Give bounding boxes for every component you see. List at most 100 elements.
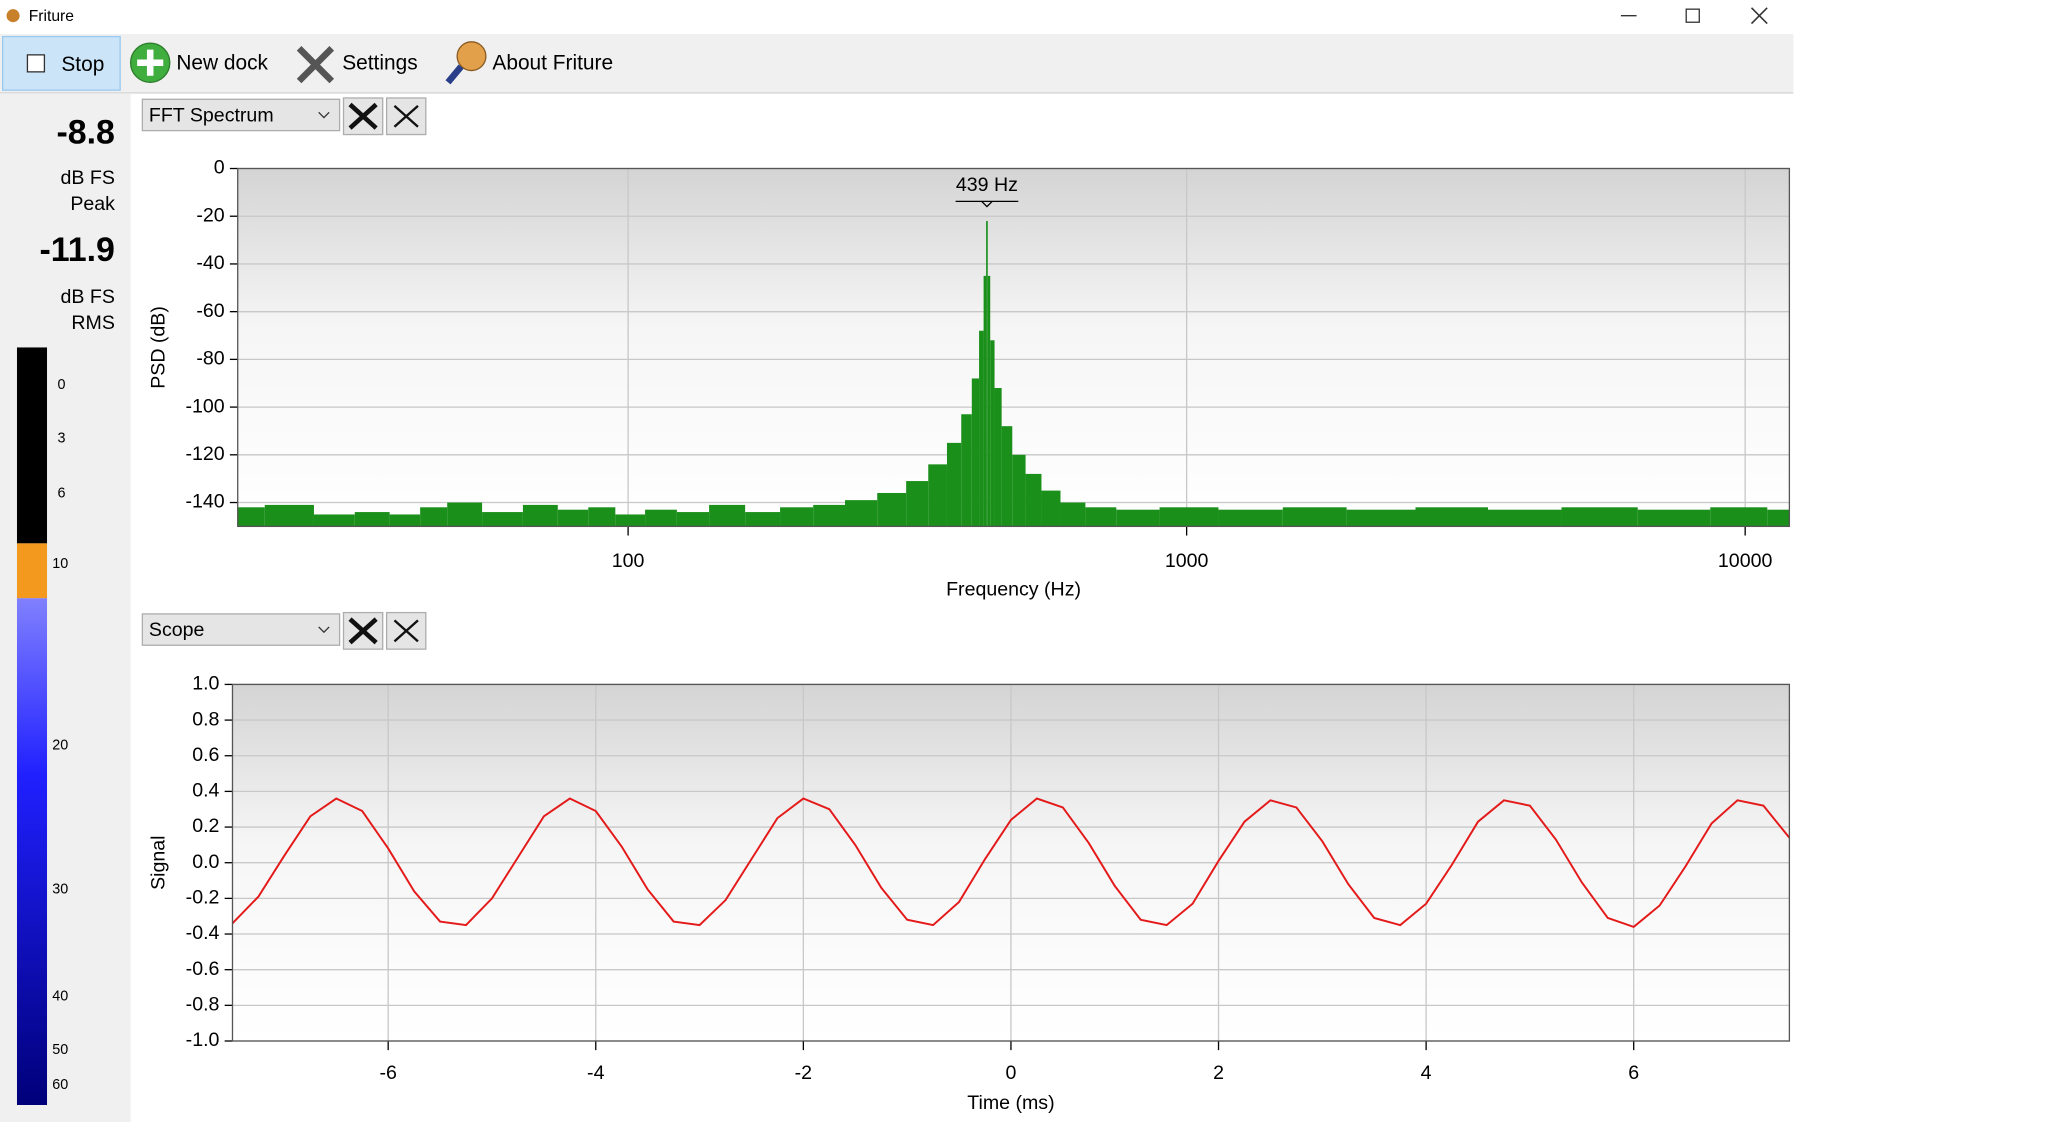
spectrum-bar [845, 500, 878, 527]
rms-label: RMS [71, 312, 115, 334]
plus-sign [137, 49, 164, 76]
x-axis-label: Time (ms) [967, 1092, 1054, 1114]
dock-selector[interactable] [141, 98, 341, 132]
spectrum-bar [1085, 507, 1117, 527]
close-icon [393, 104, 419, 128]
spectrum-bar [264, 504, 314, 527]
spectrum-bar [990, 340, 995, 527]
restore-button[interactable] [1685, 8, 1700, 23]
spectrum-bar [1001, 426, 1013, 527]
spectrum-bar [1159, 507, 1219, 527]
x-axis-label: Frequency (Hz) [946, 579, 1081, 601]
peak-level: -8.8 [56, 114, 114, 152]
x-tick-label: 100 [612, 550, 645, 572]
window-title: Friture [29, 8, 75, 25]
plot: 0 -20 -40 -60 -80 -100 -120 -140 100 1000 10000 439… [148, 157, 1791, 601]
stop-label[interactable]: Stop [61, 53, 104, 76]
plot-frame [231, 683, 1791, 1042]
close-button[interactable] [1750, 7, 1768, 25]
title-bar [0, 0, 1794, 34]
dock-close-button[interactable] [385, 611, 427, 650]
spectrum-bar [237, 507, 265, 527]
spectrum-bar [994, 388, 1002, 527]
meter-tick: 6 [57, 486, 65, 502]
y-tick-label: -40 [196, 252, 224, 274]
y-tick-label: 0.6 [192, 744, 219, 766]
meter-tick: 30 [52, 881, 68, 897]
x-tick-label: 2 [1213, 1062, 1224, 1084]
spectrum-bar [1767, 509, 1790, 527]
spectrum-bar [1041, 490, 1061, 527]
x-tick-label: 0 [1005, 1062, 1016, 1084]
y-tick-label: -1.0 [186, 1029, 220, 1051]
meter-tick: 40 [52, 988, 68, 1004]
meter-tick: 10 [52, 556, 68, 572]
x-tick-label: -6 [379, 1062, 397, 1084]
y-axis-label: Signal [148, 835, 170, 889]
y-tick-label: 0 [214, 157, 225, 179]
peak-label: Peak [70, 193, 115, 215]
spectrum-bar [1710, 507, 1768, 527]
about-label[interactable]: About Friture [492, 52, 613, 75]
app-icon [6, 9, 20, 23]
meter-tick: 20 [52, 738, 68, 754]
spectrum-bar [877, 492, 907, 527]
spectrum-bar [1218, 509, 1283, 527]
y-tick-label: -0.2 [186, 887, 220, 909]
stop-checkbox[interactable] [26, 54, 46, 73]
plot-frame [237, 167, 1791, 528]
y-axis-label: PSD (dB) [148, 306, 170, 389]
peak-marker [955, 200, 1019, 208]
spectrum-bar [745, 512, 781, 527]
scope-dock: Scope [141, 611, 427, 650]
stop-button[interactable] [1, 35, 121, 91]
meter-scale: 0 3 6 10 20 30 40 50 60 [52, 377, 68, 1093]
y-tick-label: 1.0 [192, 673, 219, 695]
meter-blue [16, 598, 48, 1105]
signal-line [231, 797, 1791, 929]
dock-settings-button[interactable] [342, 97, 384, 136]
x-tick-label: -2 [795, 1062, 812, 1084]
new-dock-label[interactable]: New dock [176, 52, 268, 75]
y-tick-label: 0.0 [192, 851, 219, 873]
close-icon [393, 619, 419, 643]
spectrum-bar [1561, 507, 1638, 527]
meter-orange [16, 543, 48, 599]
spectrum-bar [645, 509, 677, 527]
spectrum-bar [971, 378, 980, 527]
spectrum-bar [1025, 473, 1042, 527]
tools-icon [348, 617, 378, 645]
x-tick-label: -4 [587, 1062, 605, 1084]
meter-black [16, 347, 48, 544]
dropdown-arrow [318, 111, 330, 119]
peak-unit: dB FS [61, 167, 115, 189]
spectrum-bar [313, 514, 355, 527]
dock-selector[interactable] [141, 613, 341, 646]
about-icon[interactable] [456, 41, 487, 72]
about-icon-handle [445, 64, 464, 85]
spectrum-bar [389, 514, 421, 527]
dock-selector-label[interactable]: FFT Spectrum [149, 104, 274, 126]
y-tick-label: 0.8 [192, 708, 219, 730]
spectrum-bar [1060, 502, 1086, 527]
spectrum-bar [482, 512, 523, 527]
y-tick-label: -20 [196, 204, 224, 226]
y-tick-label: -0.8 [186, 994, 220, 1016]
spectrum-bar [1637, 509, 1711, 527]
spectrum-bar [946, 442, 962, 527]
spectrum-bar [1116, 509, 1160, 527]
tools-icon [348, 102, 378, 130]
settings-icon[interactable] [296, 46, 335, 84]
spectrum-bar [987, 275, 991, 527]
spectrum-bar [676, 512, 710, 527]
y-tick-label: -0.4 [186, 922, 220, 944]
spectrum-bar [522, 504, 558, 527]
peak-annotation: 439 Hz [956, 174, 1018, 196]
x-tick-label: 1000 [1165, 550, 1209, 572]
dock-selector-label[interactable]: Scope [149, 619, 205, 641]
meter-tick: 50 [52, 1042, 68, 1058]
spectrum-bar [1012, 454, 1026, 527]
settings-label[interactable]: Settings [342, 52, 417, 75]
